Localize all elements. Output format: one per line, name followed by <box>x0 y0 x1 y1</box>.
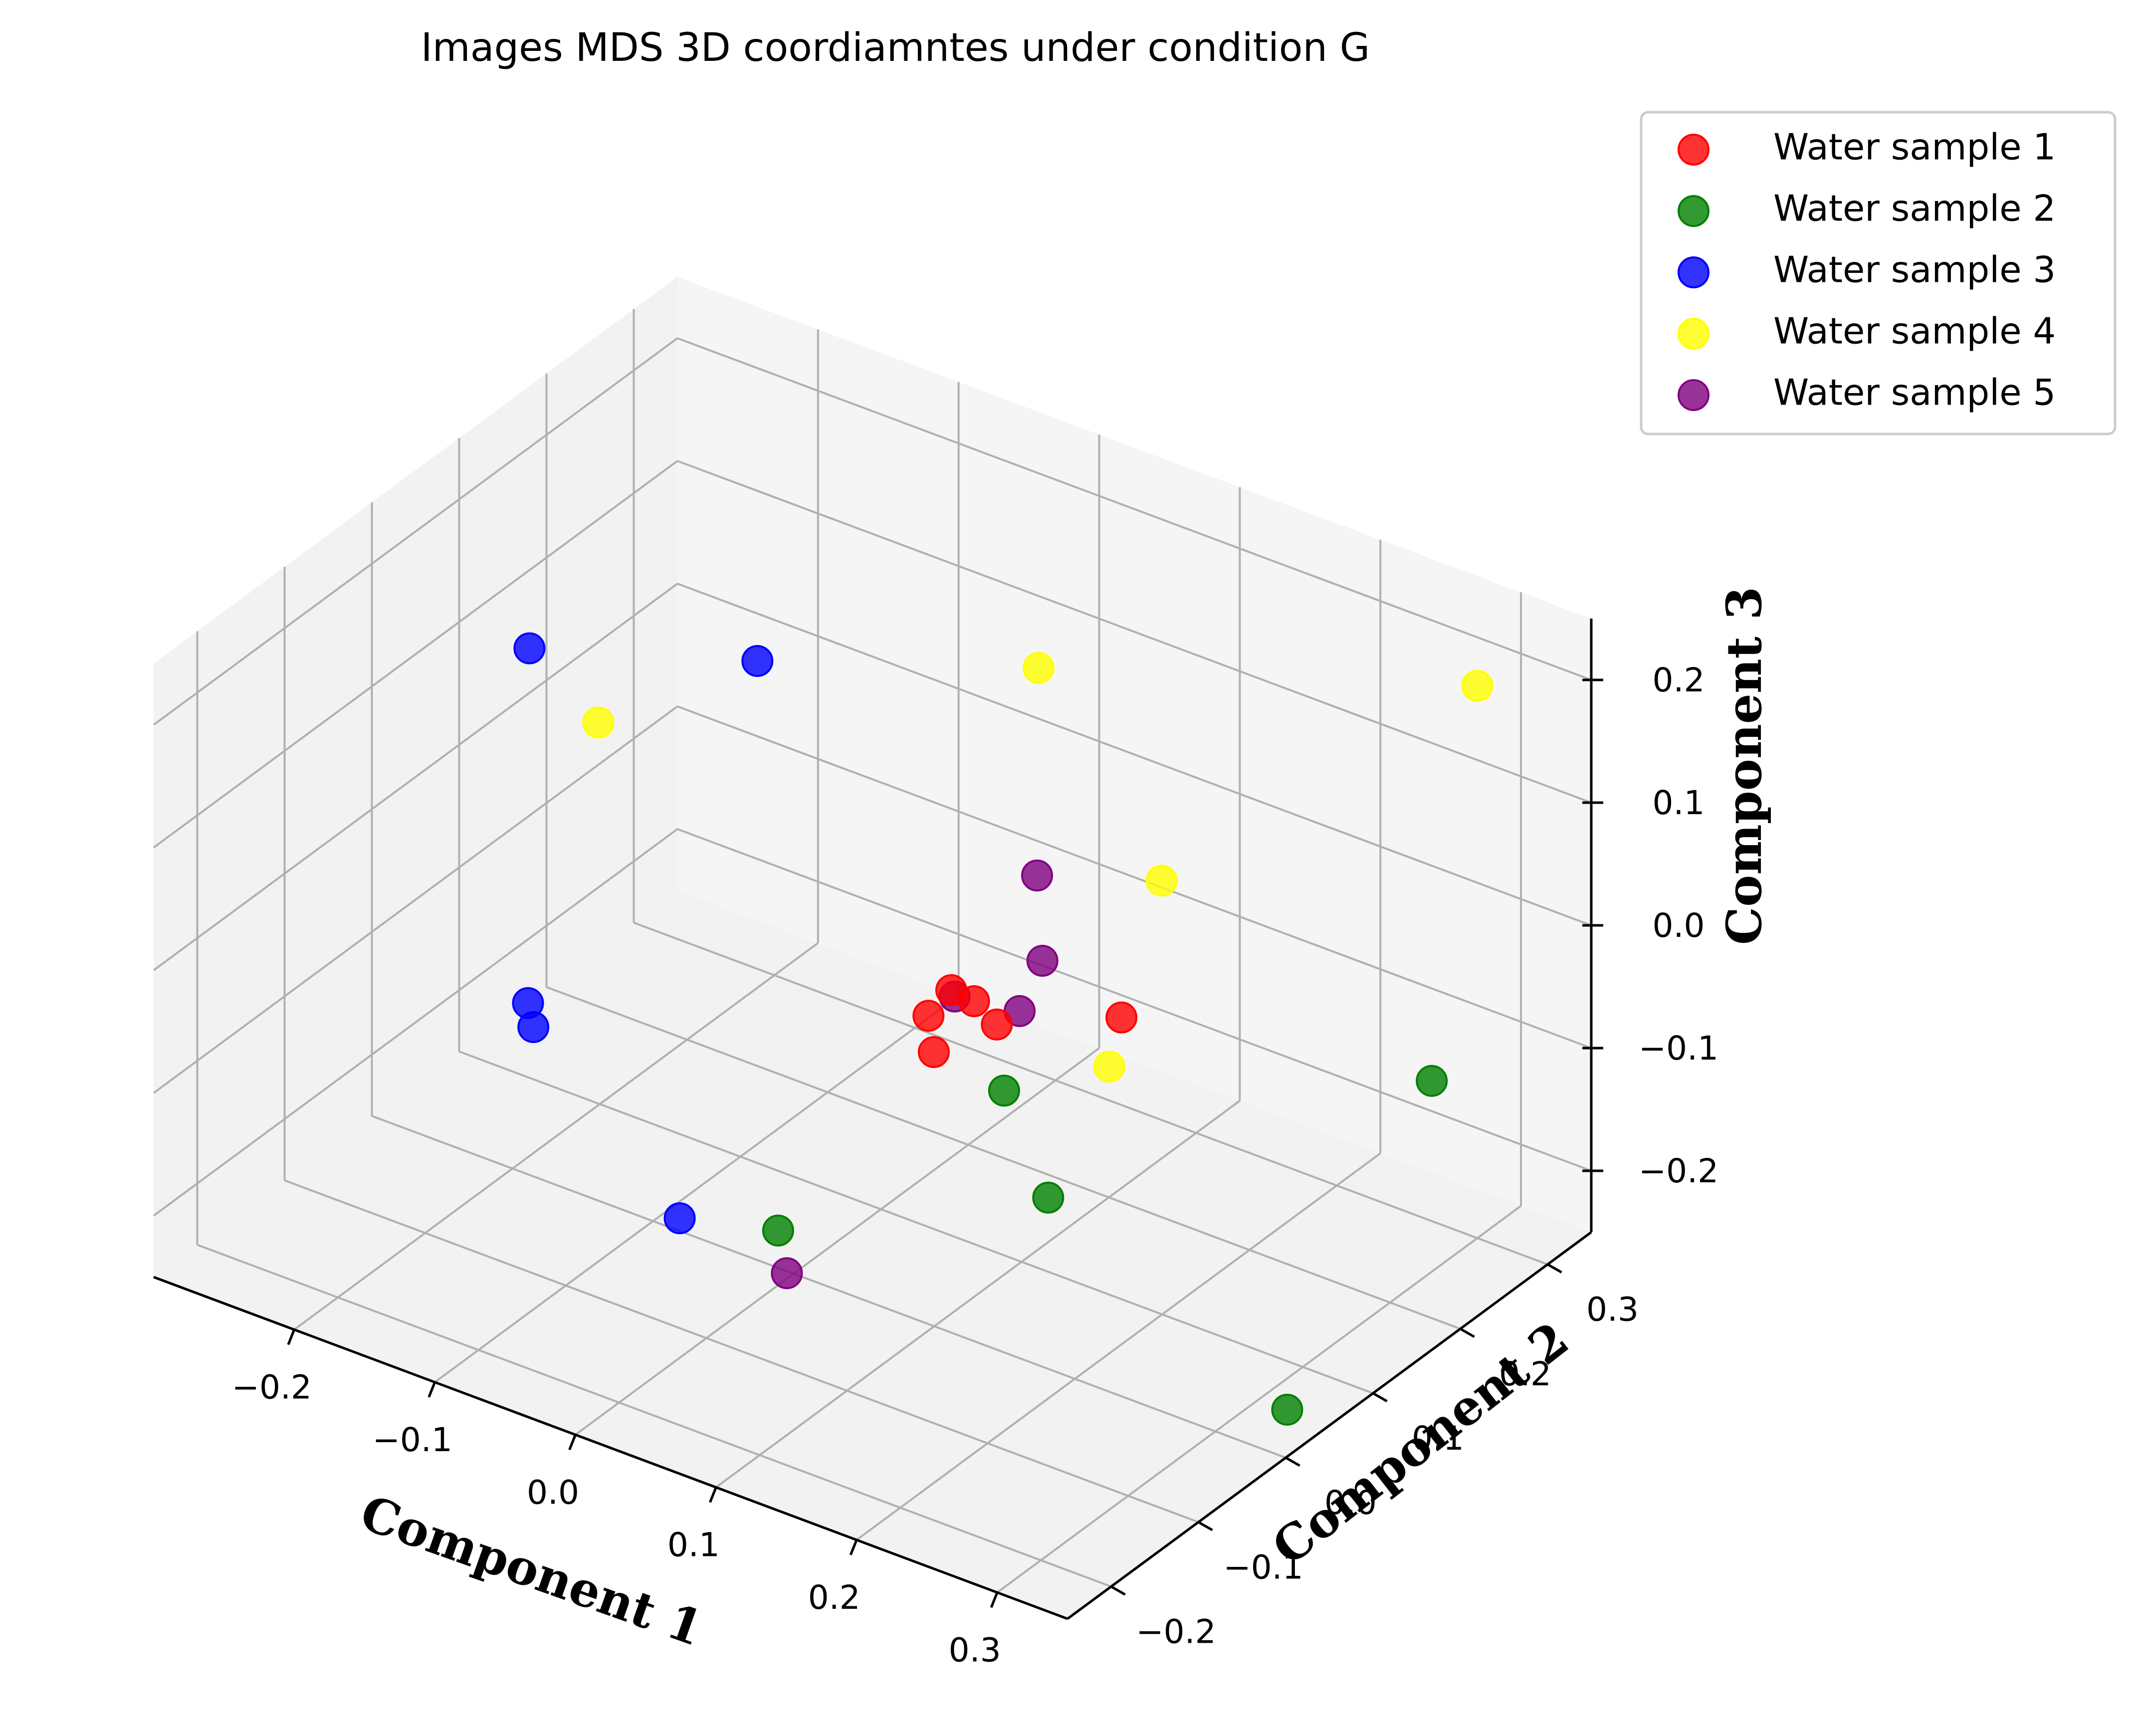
x-tick-mark <box>849 1539 858 1555</box>
data-point-series-4 <box>1461 669 1494 702</box>
y-tick-mark <box>1460 1327 1475 1338</box>
data-points <box>512 632 1494 1426</box>
legend-frame <box>1640 111 2117 435</box>
grid-line <box>715 1099 1241 1489</box>
x-tick-mark <box>709 1487 717 1503</box>
x-tick-label: −0.1 <box>373 1421 452 1459</box>
legend-marker <box>1678 318 1709 350</box>
legend-label: Water sample 1 <box>1773 126 2056 168</box>
x-tick-label: 0.0 <box>527 1473 579 1512</box>
axes <box>153 619 1603 1620</box>
y-tick-mark <box>1372 1392 1388 1403</box>
y-tick-mark <box>1198 1521 1213 1531</box>
data-point-series-4 <box>1145 865 1178 897</box>
grid-line <box>677 460 1592 804</box>
y-tick-label: 0.0 <box>1324 1484 1377 1522</box>
grid-line <box>153 705 678 1094</box>
data-point-series-1 <box>1105 1001 1138 1034</box>
y-tick-label: −0.1 <box>1223 1548 1303 1586</box>
grid-line <box>197 1244 1112 1588</box>
legend-marker <box>1678 134 1709 166</box>
x-tick-label: 0.2 <box>808 1578 860 1617</box>
data-point-series-4 <box>1023 652 1055 684</box>
x-tick-mark <box>287 1329 296 1345</box>
legend-label: Water sample 4 <box>1773 310 2056 352</box>
data-point-series-3 <box>517 1011 550 1043</box>
legend: Water sample 1 Water sample 2 Water sample… <box>1640 111 2117 435</box>
x-tick-label: 0.1 <box>667 1526 720 1564</box>
legend-marker <box>1678 195 1709 227</box>
data-point-series-4 <box>582 706 615 739</box>
z-tick-label: −0.2 <box>1639 1152 1718 1190</box>
tick-labels: −0.2−0.10.00.10.20.3 −0.2−0.10.00.10.20.3… <box>232 661 1718 1669</box>
grid-lines <box>153 309 1592 1593</box>
grid-line <box>284 1179 1199 1523</box>
legend-label: Water sample 3 <box>1773 249 2056 291</box>
grid-line <box>677 583 1592 926</box>
data-point-series-2 <box>1032 1181 1065 1214</box>
data-point-series-1 <box>958 985 990 1017</box>
legend-marker <box>1678 256 1709 288</box>
data-point-series-3 <box>741 645 774 677</box>
x-axis-line <box>153 1276 1068 1620</box>
grid-line <box>677 828 1592 1172</box>
x-tick-mark <box>568 1434 577 1451</box>
data-point-series-1 <box>912 1000 945 1032</box>
grid-line <box>677 337 1592 681</box>
y-tick-mark <box>1547 1263 1562 1274</box>
data-point-series-5 <box>1021 860 1053 891</box>
grid-line <box>153 828 678 1217</box>
data-point-series-5 <box>771 1257 803 1290</box>
data-point-series-2 <box>762 1214 794 1247</box>
data-point-series-5 <box>1026 945 1059 977</box>
x-tick-label: −0.2 <box>232 1368 312 1406</box>
y-tick-label: 0.3 <box>1586 1291 1639 1329</box>
z-tick-label: 0.1 <box>1653 784 1705 822</box>
grid-line <box>153 583 678 971</box>
grid-line <box>458 1051 1374 1394</box>
legend-marker <box>1678 379 1709 411</box>
grid-line <box>153 337 678 726</box>
data-point-series-2 <box>1271 1393 1303 1426</box>
y-tick-mark <box>1110 1585 1126 1596</box>
z-axis-label: Component 3 <box>1716 587 1772 945</box>
data-point-series-1 <box>981 1008 1013 1041</box>
grid-line <box>434 995 959 1383</box>
z-tick-label: 0.0 <box>1653 906 1705 945</box>
x-tick-mark <box>427 1381 436 1398</box>
x-tick-label: 0.3 <box>949 1631 1001 1669</box>
legend-label: Water sample 5 <box>1773 372 2056 414</box>
z-tick-label: −0.1 <box>1639 1029 1718 1068</box>
chart-title: Images MDS 3D coordiamntes under conditi… <box>421 25 1370 70</box>
grid-line <box>677 705 1592 1049</box>
y-tick-mark <box>1285 1456 1300 1467</box>
grid-line <box>371 1115 1286 1459</box>
data-point-series-3 <box>663 1202 696 1235</box>
grid-line <box>633 921 1548 1266</box>
data-point-series-4 <box>1093 1051 1125 1083</box>
data-point-series-1 <box>918 1036 950 1068</box>
y-tick-label: −0.2 <box>1136 1612 1216 1651</box>
y-axis-line <box>1067 1231 1592 1620</box>
grid-line <box>546 986 1461 1330</box>
grid-line <box>153 460 678 849</box>
data-point-series-3 <box>513 632 546 664</box>
grid-line <box>996 1205 1522 1593</box>
z-tick-label: 0.2 <box>1653 661 1705 699</box>
x-tick-mark <box>990 1592 999 1608</box>
data-point-series-2 <box>988 1075 1020 1107</box>
grid-line <box>575 1047 1100 1436</box>
y-tick-label: 0.1 <box>1412 1419 1464 1458</box>
legend-label: Water sample 2 <box>1773 188 2056 229</box>
y-tick-label: 0.2 <box>1499 1355 1551 1393</box>
grid-line <box>856 1152 1381 1541</box>
data-point-series-2 <box>1416 1065 1448 1097</box>
grid-line <box>293 942 819 1330</box>
